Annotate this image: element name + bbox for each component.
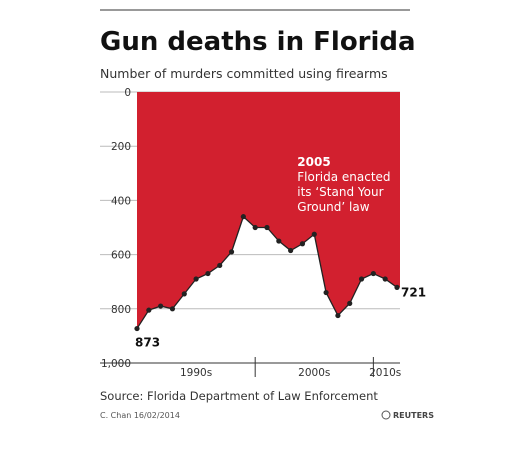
data-point bbox=[252, 224, 258, 231]
data-point bbox=[217, 262, 223, 269]
data-point bbox=[323, 289, 329, 296]
annotation: its ‘Stand Your bbox=[297, 185, 383, 199]
area bbox=[137, 92, 400, 329]
data-point bbox=[394, 284, 400, 290]
annotation: Ground’ law bbox=[297, 200, 369, 214]
credit: C. Chan 16/02/2014 bbox=[100, 411, 180, 420]
annotation: 2005 bbox=[297, 155, 330, 169]
data-point bbox=[264, 224, 270, 231]
y-tick-label: 400 bbox=[111, 195, 131, 207]
data-point bbox=[134, 325, 140, 332]
brand-logo bbox=[381, 410, 391, 420]
chart-title: Gun deaths in Florida bbox=[100, 27, 416, 57]
data-point bbox=[193, 276, 199, 282]
data-point bbox=[240, 214, 246, 220]
data-label: 873 bbox=[135, 336, 160, 350]
y-tick-label: 1,000 bbox=[101, 358, 131, 370]
subtitle: Number of murders committed using firear… bbox=[100, 66, 388, 81]
data-point bbox=[335, 312, 341, 319]
data-point bbox=[288, 247, 294, 254]
data-point bbox=[169, 306, 176, 312]
y-tick-label: 0 bbox=[124, 87, 131, 99]
data-point bbox=[205, 270, 211, 277]
data-point bbox=[358, 276, 365, 282]
data-point bbox=[276, 238, 282, 244]
y-tick-label: 600 bbox=[111, 250, 131, 262]
data-label: 721 bbox=[401, 285, 426, 299]
data-point bbox=[181, 291, 187, 297]
x-tick-label: 1990s bbox=[180, 367, 212, 379]
data-point bbox=[228, 249, 235, 255]
data-point bbox=[158, 303, 164, 309]
annotation: Florida enacted bbox=[297, 170, 390, 184]
data-point bbox=[146, 307, 152, 313]
x-tick-label: 2000s bbox=[298, 367, 330, 379]
x-tick-label: 2010s bbox=[369, 367, 401, 379]
data-point bbox=[370, 270, 376, 277]
y-tick-label: 200 bbox=[111, 141, 131, 153]
data-point bbox=[311, 231, 317, 237]
brand: REUTERS bbox=[393, 411, 434, 420]
source: Source: Florida Department of Law Enforc… bbox=[100, 389, 378, 403]
y-tick-label: 800 bbox=[111, 304, 131, 316]
data-point bbox=[299, 241, 306, 247]
data-point bbox=[382, 276, 388, 282]
data-point bbox=[347, 300, 353, 306]
